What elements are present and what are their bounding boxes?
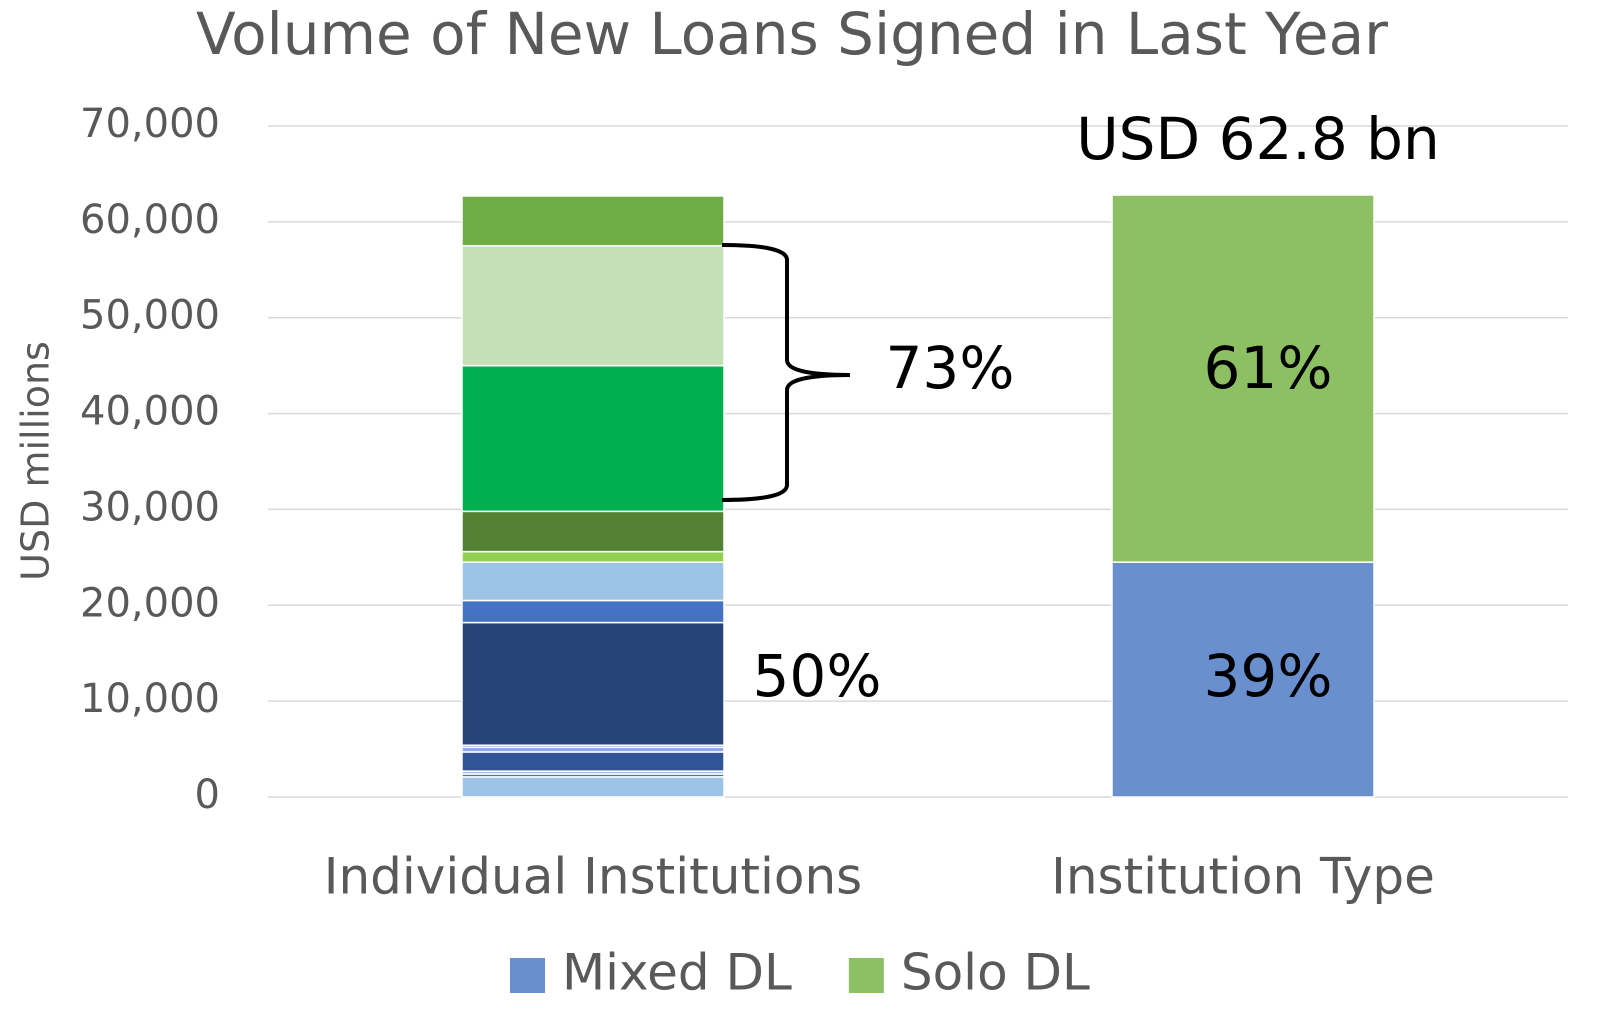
y-tick-label: 0 (195, 772, 220, 818)
legend-label: Solo DL (901, 944, 1090, 1002)
legend-swatch (510, 958, 545, 993)
bar-segment (461, 195, 725, 247)
total-annotation: USD 62.8 bn (1076, 105, 1440, 173)
bar-segment (1111, 194, 1375, 563)
bar-segment (461, 599, 725, 624)
y-tick-label: 10,000 (80, 676, 220, 722)
legend: Mixed DL Solo DL (510, 944, 1090, 1002)
bar-segment (461, 510, 725, 553)
bar-segment (461, 621, 725, 746)
bar-segment (461, 364, 725, 513)
y-tick-label: 50,000 (80, 293, 220, 339)
bar-segment (461, 561, 725, 602)
y-tick-label: 70,000 (80, 101, 220, 147)
bar-segment (461, 776, 725, 798)
bars (461, 194, 1375, 798)
legend-swatch (848, 958, 884, 993)
legend-label: Mixed DL (562, 944, 792, 1002)
y-tick-label: 20,000 (80, 580, 220, 626)
share-annotation: 39% (1204, 642, 1333, 710)
x-tick-label: Institution Type (1051, 848, 1435, 906)
bar-segment (461, 550, 725, 563)
y-tick-label: 30,000 (80, 484, 220, 530)
chart-title: Volume of New Loans Signed in Last Year (196, 0, 1388, 68)
y-axis-label: USD millions (14, 341, 58, 581)
share-annotation: 73% (886, 334, 1015, 402)
bar-segment (461, 245, 725, 367)
x-tick-label: Individual Institutions (324, 848, 863, 906)
bar-segment (461, 751, 725, 772)
share-annotation: 50% (753, 642, 882, 710)
y-tick-label: 40,000 (80, 389, 220, 435)
brace (721, 243, 851, 502)
share-annotation: 61% (1204, 334, 1333, 402)
y-tick-label: 60,000 (80, 197, 220, 243)
bar-segment (1111, 561, 1375, 798)
